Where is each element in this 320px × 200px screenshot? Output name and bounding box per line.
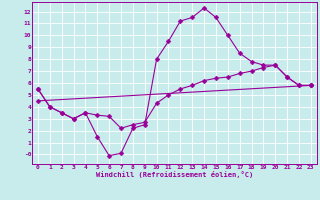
X-axis label: Windchill (Refroidissement éolien,°C): Windchill (Refroidissement éolien,°C) bbox=[96, 171, 253, 178]
